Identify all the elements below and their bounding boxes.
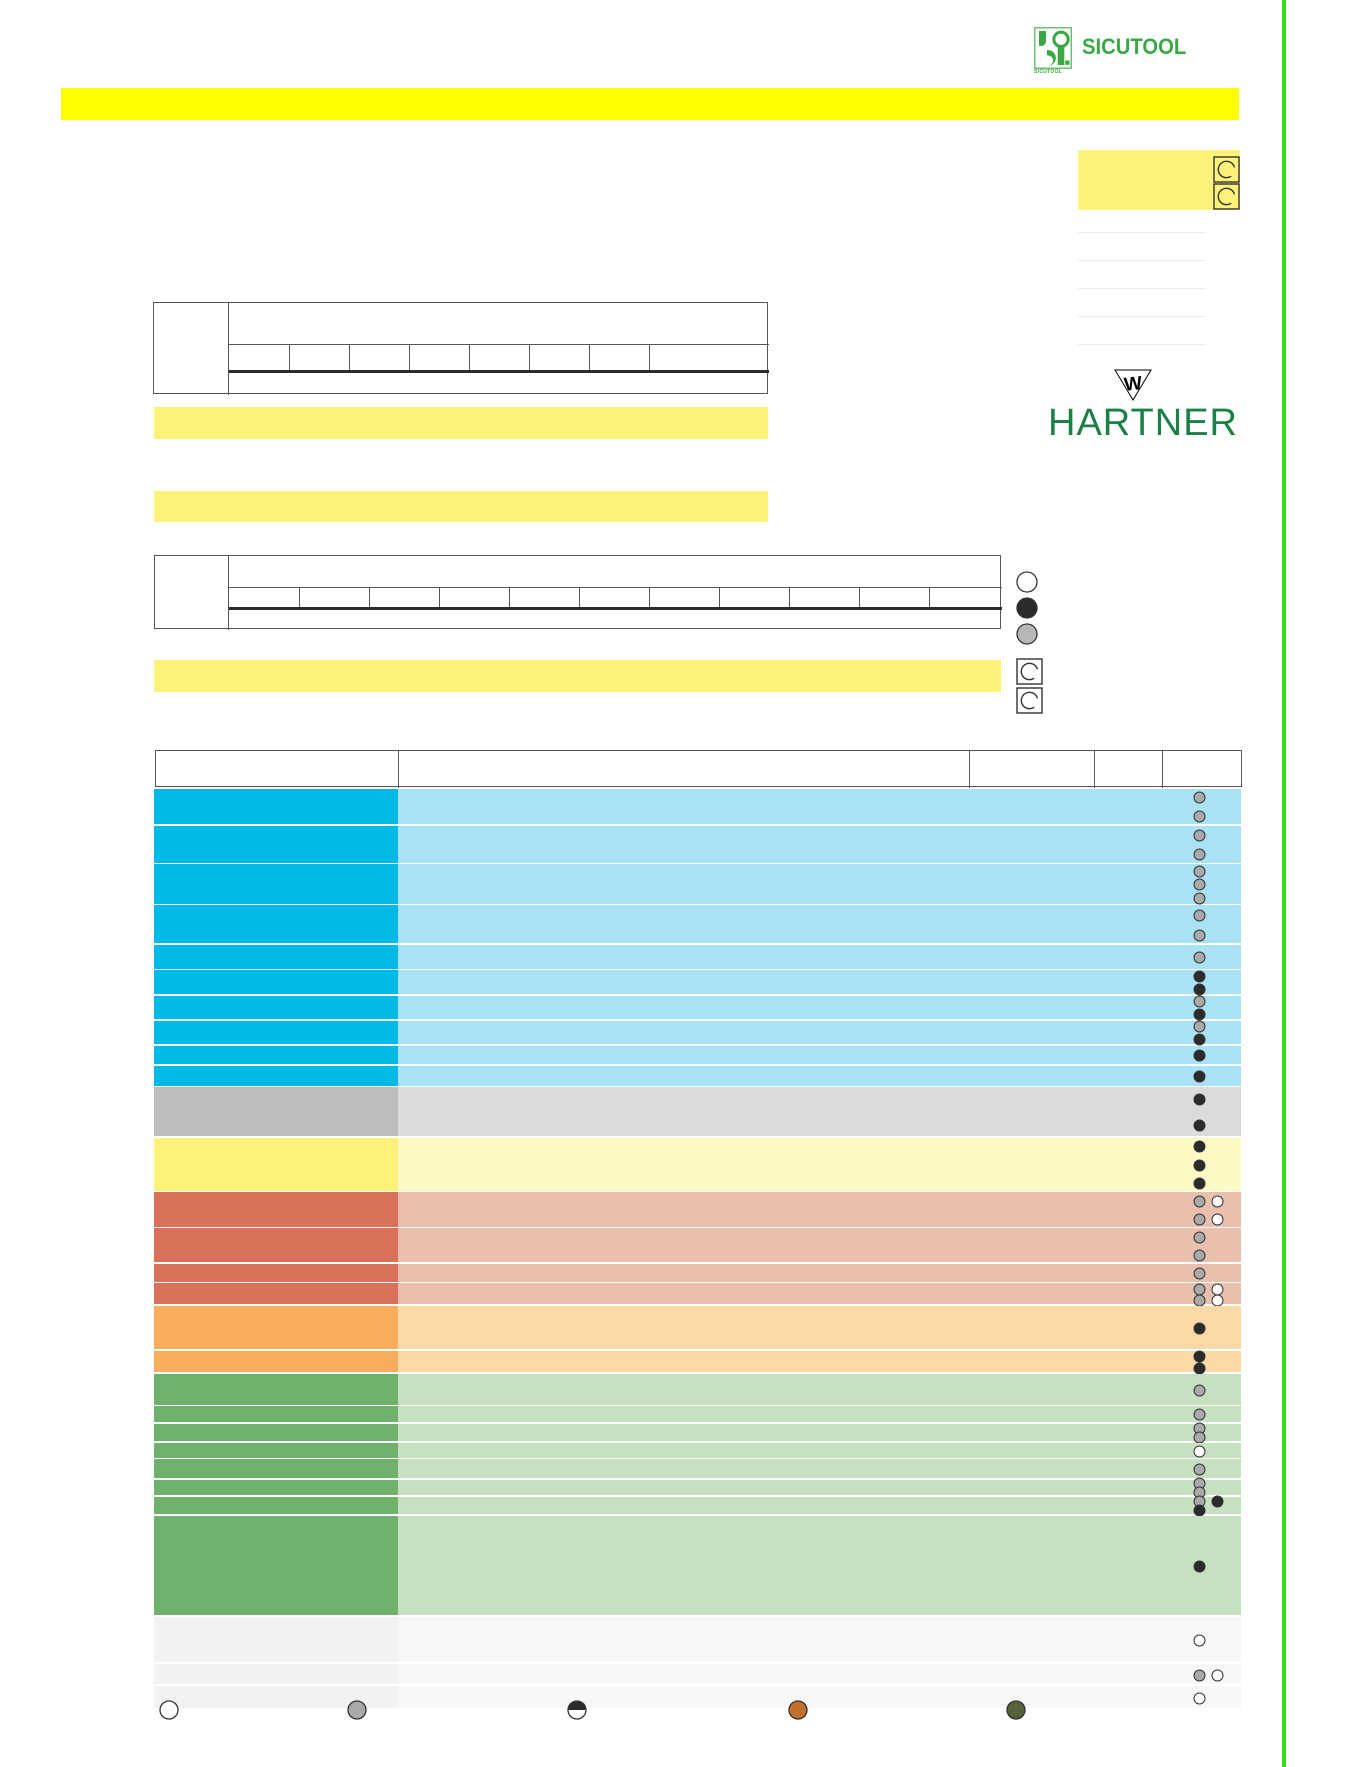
svg-text:W: W bbox=[1123, 373, 1143, 396]
